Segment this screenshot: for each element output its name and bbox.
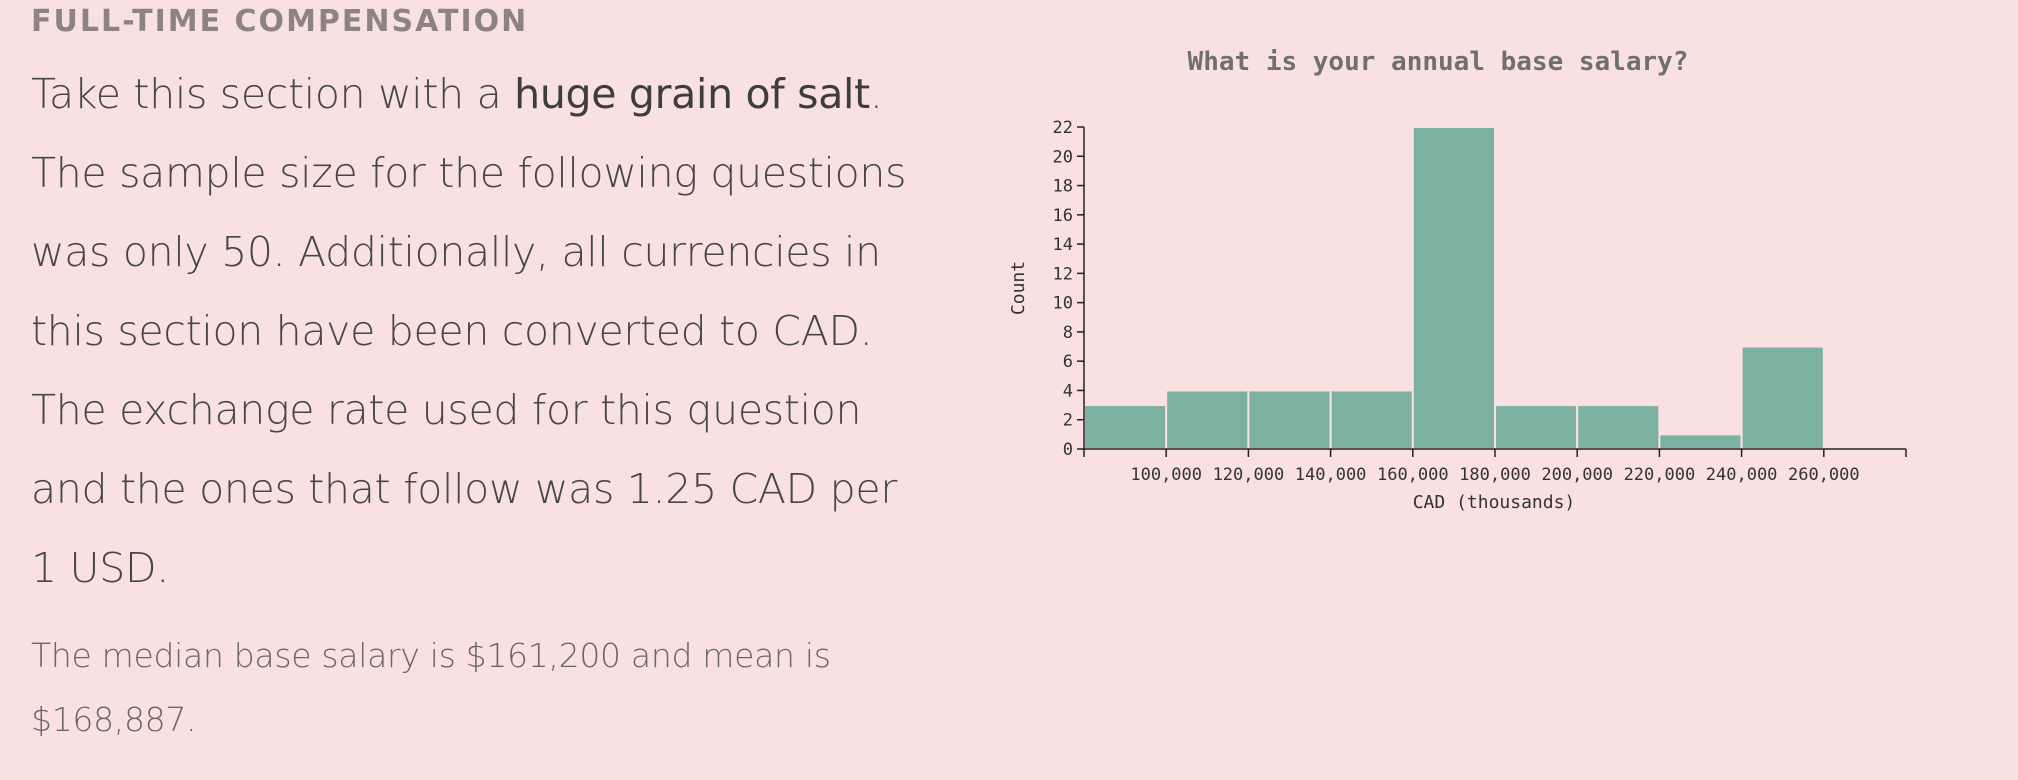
x-axis-label: CAD (thousands) [1413, 492, 1576, 513]
histogram-bar-6 [1576, 404, 1661, 451]
y-tick-label: 10 [1053, 294, 1073, 314]
histogram-bar-7 [1658, 433, 1743, 451]
y-tick-label: 18 [1053, 177, 1073, 197]
lead-emphasis: huge grain of salt [514, 70, 870, 118]
x-tick-label: 200,000 [1541, 465, 1613, 485]
y-tick-label: 14 [1053, 235, 1073, 255]
compensation-section: FULL-TIME COMPENSATION Take this section… [31, 0, 931, 752]
histogram-bar-0 [1083, 404, 1168, 451]
x-tick-label: 100,000 [1130, 465, 1202, 485]
x-tick-label: 240,000 [1706, 465, 1778, 485]
y-tick-label: 20 [1053, 147, 1073, 167]
lead-suffix: . The sample size for the following ques… [31, 70, 907, 592]
histogram-bar-8 [1740, 345, 1825, 450]
histogram-bar-5 [1494, 404, 1579, 451]
x-tick-label: 180,000 [1459, 465, 1531, 485]
histogram-bar-3 [1329, 389, 1414, 451]
y-tick-label: 16 [1053, 206, 1073, 226]
y-tick-label: 2 [1063, 411, 1073, 431]
section-heading: FULL-TIME COMPENSATION [31, 4, 529, 39]
x-tick-label: 260,000 [1788, 465, 1860, 485]
salary-stats: The median base salary is $161,200 and m… [31, 636, 831, 739]
histogram-bar-2 [1247, 389, 1332, 451]
y-tick-label: 12 [1053, 264, 1073, 284]
x-tick-label: 160,000 [1377, 465, 1449, 485]
y-tick-label: 4 [1063, 381, 1073, 401]
y-tick-label: 8 [1063, 323, 1073, 343]
lead-prefix: Take this section with a [31, 70, 515, 118]
salary-histogram: What is your annual base salary? 0 2 4 6 8 10… [1000, 30, 1940, 530]
y-tick-label: 6 [1063, 352, 1073, 372]
y-axis-label: Count [1008, 261, 1029, 315]
x-tick-label: 220,000 [1624, 465, 1696, 485]
histogram-svg: What is your annual base salary? 0 2 4 6 8 10… [1008, 47, 1907, 513]
x-tick-label: 120,000 [1213, 465, 1285, 485]
chart-title: What is your annual base salary? [1188, 47, 1689, 77]
y-tick-label: 0 [1063, 440, 1073, 460]
x-tick-label: 140,000 [1295, 465, 1367, 485]
bars-group [1083, 126, 1825, 451]
lead-paragraph: Take this section with a huge grain of s… [31, 55, 931, 608]
histogram-bar-1 [1165, 389, 1250, 451]
y-tick-label: 22 [1053, 118, 1073, 138]
y-axis: 0 2 4 6 8 10 12 14 16 18 20 22 [1053, 118, 1085, 460]
histogram-bar-4 [1411, 126, 1496, 450]
x-axis: 100,000 120,000 140,000 160,000 180,000 200,0… [1083, 448, 1907, 485]
